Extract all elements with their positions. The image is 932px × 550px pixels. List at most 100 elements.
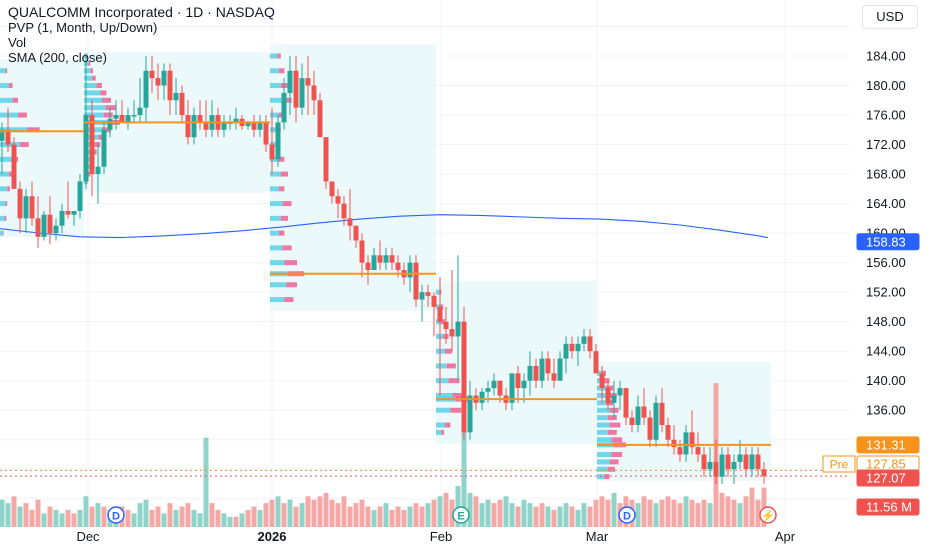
volume-profile-up-bar <box>0 112 18 118</box>
price-axis-label: 176.00 <box>866 108 906 123</box>
volume-profile-down-bar <box>5 201 8 207</box>
candle-body <box>557 358 563 381</box>
candle-body <box>275 122 281 160</box>
volume-profile-down-bar <box>611 452 623 458</box>
volume-profile-down-bar <box>27 127 40 133</box>
volume-bar <box>389 509 395 527</box>
volume-bar <box>731 499 737 527</box>
candle-body <box>353 225 359 241</box>
volume-bar <box>95 503 101 527</box>
volume-bar <box>5 503 11 527</box>
volume-bar <box>575 509 581 527</box>
candle-body <box>431 295 437 307</box>
candle-body <box>233 118 239 123</box>
volume-bar <box>401 509 407 527</box>
price-label-box <box>856 436 920 454</box>
volume-bar <box>683 496 689 527</box>
candle-body <box>653 402 659 440</box>
volume-profile-down-bar <box>88 171 91 177</box>
volume-bar <box>413 503 419 527</box>
volume-bar <box>149 509 155 527</box>
volume-profile-down-bar <box>103 112 113 118</box>
volume-bar <box>65 509 71 527</box>
candle-body <box>197 115 203 123</box>
volume-bar <box>53 509 59 527</box>
volume-bar <box>521 499 527 527</box>
candle-body <box>593 351 599 374</box>
volume-bar <box>701 499 707 527</box>
volume-bar <box>689 499 695 527</box>
volume-profile-up-bar <box>436 422 445 428</box>
candle-body <box>551 373 557 381</box>
volume-profile-down-bar <box>284 297 294 303</box>
candle-body <box>749 454 755 470</box>
chart-legend: QUALCOMM Incorporated · 1D · NASDAQ PVP … <box>8 4 275 66</box>
volume-bar <box>419 506 425 527</box>
event-marker-split-flash: ⚡ <box>759 506 777 524</box>
volume-profile-up-bar <box>270 282 287 288</box>
volume-profile-down-bar <box>445 348 453 354</box>
candle-body <box>395 262 401 271</box>
volume-bar <box>539 503 545 527</box>
candle-body <box>317 100 323 138</box>
candle-body <box>497 380 503 396</box>
candle-body <box>107 118 113 130</box>
candle-body <box>251 122 257 130</box>
volume-bar <box>281 503 287 527</box>
candle-body <box>647 417 653 440</box>
candle-body <box>5 129 11 145</box>
price-axis-label: 164.00 <box>866 196 906 211</box>
candle-body <box>581 336 587 344</box>
volume-bar <box>647 499 653 527</box>
candle-body <box>119 115 125 123</box>
candle-body <box>479 391 485 403</box>
volume-profile-down-bar <box>18 112 27 118</box>
volume-bar <box>749 487 755 527</box>
candle-body <box>521 380 527 389</box>
volume-bar <box>383 503 389 527</box>
candle-body <box>689 432 695 448</box>
candle-body <box>737 454 743 462</box>
volume-profile-down-bar <box>604 474 610 480</box>
volume-bar <box>455 486 461 527</box>
volume-profile-down-bar <box>286 282 297 288</box>
volume-bar <box>335 503 341 527</box>
price-label-text: 158.83 <box>866 234 906 249</box>
time-axis: Dec 2026 Feb Mar Apr <box>76 529 795 544</box>
volume-bar <box>179 506 185 527</box>
volume-bar <box>353 503 359 527</box>
price-label: 158.83 <box>856 233 920 251</box>
candle-body <box>143 70 149 108</box>
price-axis-label: 148.00 <box>866 314 906 329</box>
candle-body <box>95 166 101 175</box>
candle-body <box>635 406 641 425</box>
indicator-pvp[interactable]: PVP (1, Month, Up/Down) <box>8 20 158 35</box>
volume-profile-down-bar <box>441 429 445 435</box>
indicator-vol[interactable]: Vol <box>8 35 27 50</box>
volume-bar <box>35 499 41 527</box>
volume-profile-up-bar <box>270 112 279 118</box>
volume-bar <box>743 496 749 527</box>
volume-profile-up-bar <box>84 142 95 148</box>
event-marker-dividend: D <box>107 506 125 524</box>
candle-body <box>167 70 173 101</box>
price-axis-label: 156.00 <box>866 255 906 270</box>
volume-bar <box>203 437 209 527</box>
event-label: D <box>112 511 120 523</box>
symbol-title[interactable]: QUALCOMM Incorporated · 1D · NASDAQ <box>8 4 275 20</box>
indicator-sma[interactable]: SMA (200, close) <box>8 50 107 65</box>
volume-profile-up-bar <box>0 68 6 74</box>
volume-bar <box>0 499 5 527</box>
volume-profile-up-bar <box>0 97 13 103</box>
candle-body <box>725 454 731 470</box>
price-label-text: 127.07 <box>866 471 906 486</box>
volume-bar <box>239 513 245 527</box>
currency-button[interactable]: USD <box>862 5 918 29</box>
poc-lines <box>0 121 771 446</box>
volume-bar <box>497 499 503 527</box>
volume-bar <box>29 509 35 527</box>
volume-profile-up-bar <box>84 68 91 74</box>
candle-body <box>173 92 179 101</box>
